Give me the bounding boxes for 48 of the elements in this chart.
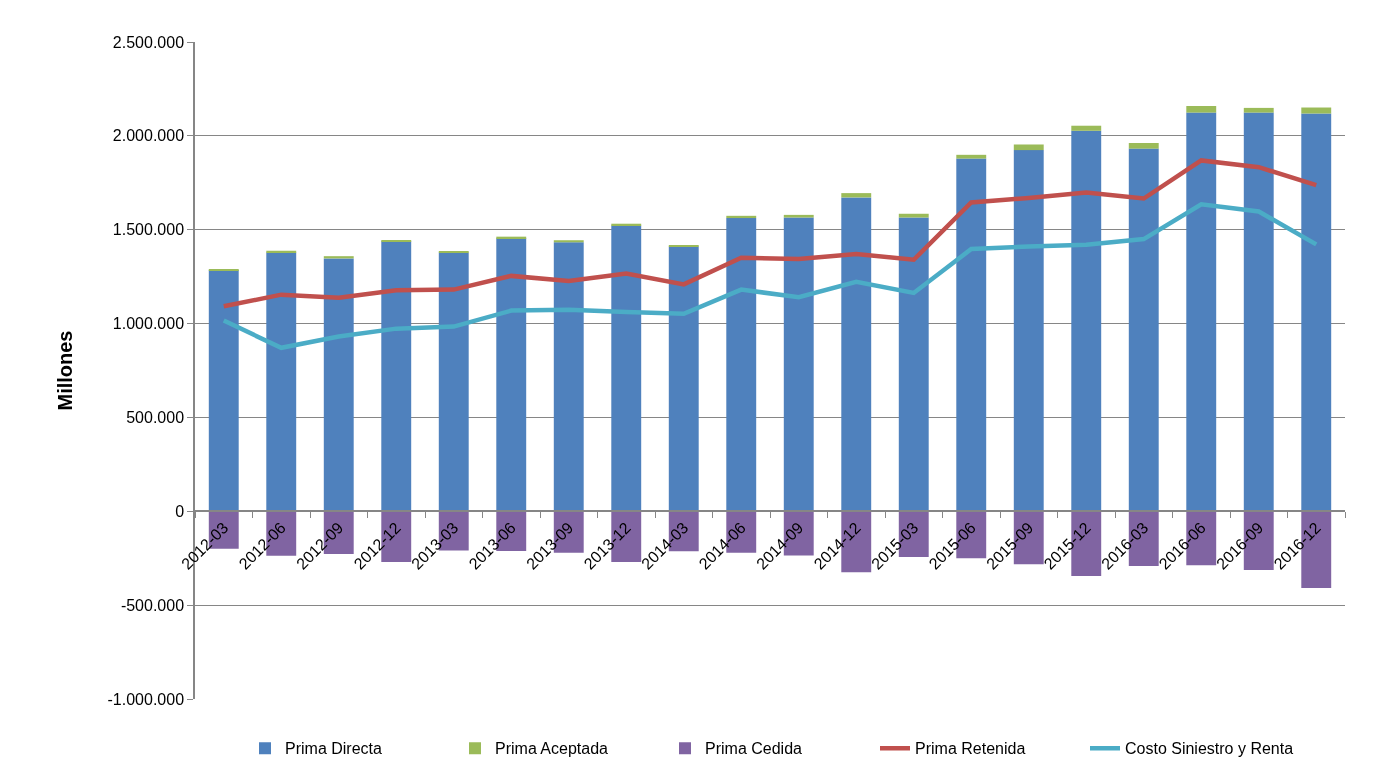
bar bbox=[956, 158, 987, 512]
bar bbox=[438, 252, 469, 512]
legend-label: Costo Siniestro y Renta bbox=[1125, 740, 1294, 758]
y-tick-label: 2.500.000 bbox=[112, 33, 185, 51]
bar bbox=[783, 214, 814, 218]
bar bbox=[323, 258, 354, 512]
legend-label: Prima Retenida bbox=[915, 740, 1026, 758]
bar bbox=[1128, 148, 1159, 512]
bar bbox=[898, 217, 929, 512]
y-tick-label: 2.000.000 bbox=[112, 127, 185, 145]
bar bbox=[726, 218, 757, 512]
bar bbox=[1243, 112, 1274, 512]
bar bbox=[553, 242, 584, 512]
bar bbox=[266, 252, 297, 512]
bar bbox=[381, 241, 412, 512]
line-series bbox=[221, 202, 1319, 351]
bar bbox=[1301, 113, 1332, 512]
legend-label: Prima Aceptada bbox=[495, 740, 609, 758]
bar bbox=[898, 213, 929, 218]
bar bbox=[1013, 144, 1044, 151]
bar bbox=[208, 270, 239, 512]
y-tick-label: -500.000 bbox=[120, 596, 185, 614]
bar bbox=[611, 225, 642, 512]
bar bbox=[783, 217, 814, 512]
bar bbox=[668, 246, 699, 512]
y-tick-label: 500.000 bbox=[126, 409, 185, 427]
y-tick-label: 1.500.000 bbox=[112, 221, 185, 239]
bar bbox=[841, 197, 872, 512]
y-tick-label: 1.000.000 bbox=[112, 315, 185, 333]
bar bbox=[1301, 107, 1332, 114]
bar bbox=[496, 238, 527, 512]
bar bbox=[956, 154, 987, 159]
bar bbox=[1186, 112, 1217, 512]
bar bbox=[1013, 150, 1044, 512]
y-tick-label: -1.000.000 bbox=[107, 690, 185, 708]
bar bbox=[553, 240, 584, 243]
y-tick-label: 0 bbox=[175, 502, 185, 520]
y-axis-title: Millones bbox=[53, 330, 76, 411]
bar bbox=[323, 256, 354, 259]
line-series bbox=[221, 158, 1319, 309]
legend-label: Prima Cedida bbox=[705, 740, 803, 758]
bar bbox=[1186, 106, 1217, 113]
bar bbox=[1128, 142, 1159, 149]
bar bbox=[1071, 125, 1102, 131]
legend-label: Prima Directa bbox=[285, 740, 383, 758]
bar bbox=[841, 193, 872, 198]
bar bbox=[1071, 130, 1102, 512]
bar bbox=[1243, 107, 1274, 113]
